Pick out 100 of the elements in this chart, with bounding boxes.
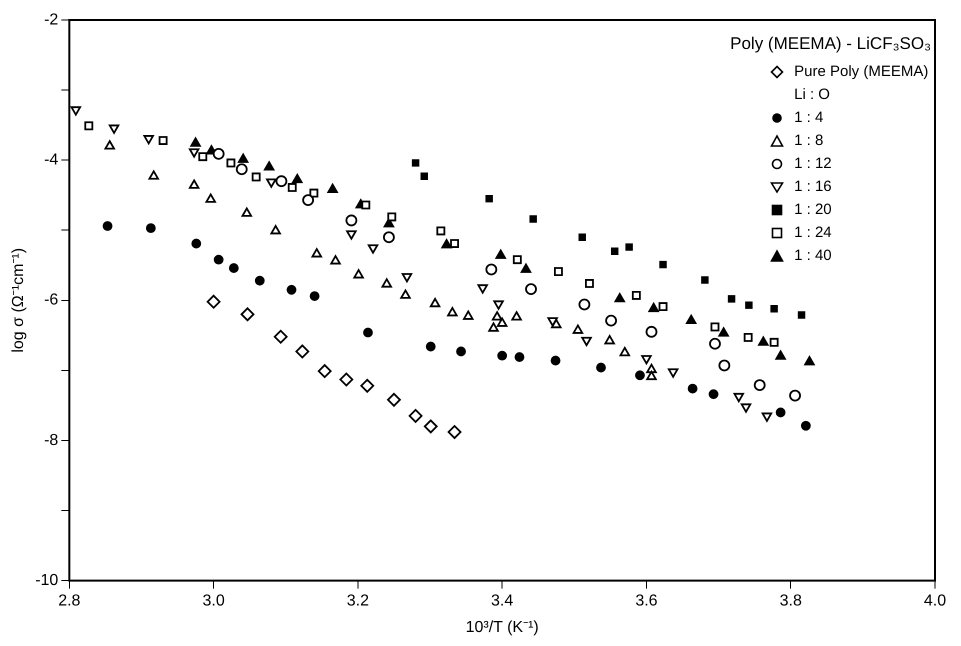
point: [604, 335, 615, 344]
point: [148, 170, 159, 180]
point: [520, 264, 532, 273]
legend-label: 1 : 20: [794, 201, 832, 218]
point: [238, 154, 248, 163]
point: [387, 392, 401, 407]
point: [339, 372, 354, 386]
point: [496, 318, 508, 327]
point: [798, 311, 806, 319]
point: [310, 291, 320, 301]
point: [578, 298, 590, 310]
point: [488, 322, 499, 332]
point: [412, 159, 420, 167]
point: [450, 239, 459, 248]
point: [295, 344, 310, 358]
point: [804, 356, 815, 366]
point: [84, 121, 94, 130]
point: [648, 302, 659, 312]
point: [400, 289, 411, 299]
point: [605, 314, 617, 327]
point: [330, 255, 341, 264]
point: [625, 243, 633, 251]
point: [240, 307, 254, 322]
point: [327, 184, 338, 193]
point: [775, 350, 786, 360]
legend-label: 1 : 12: [794, 155, 832, 172]
point: [448, 425, 462, 439]
point: [441, 239, 452, 248]
point: [646, 364, 657, 374]
y-tick-label: -8: [44, 432, 58, 449]
point: [198, 152, 208, 162]
point: [190, 137, 201, 147]
point: [288, 183, 297, 192]
x-tick-label: 3.2: [346, 592, 370, 610]
point: [740, 403, 752, 413]
point: [578, 234, 586, 241]
point: [345, 214, 358, 226]
point: [529, 215, 537, 223]
legend-title: Poly (MEEMA) - LiCF₃SO₃: [730, 34, 931, 54]
point: [485, 264, 498, 276]
legend-label: 1 : 16: [794, 178, 832, 195]
point: [514, 352, 524, 362]
point: [646, 326, 658, 338]
point: [708, 389, 718, 400]
legend-label: 1 : 24: [794, 224, 832, 241]
annotation: Li : O: [793, 85, 831, 105]
point: [789, 390, 801, 402]
point: [252, 172, 261, 182]
point: [242, 208, 252, 217]
point: [309, 188, 318, 198]
point: [104, 140, 115, 150]
point: [430, 298, 440, 308]
point: [485, 194, 493, 202]
point: [800, 420, 811, 431]
point: [688, 384, 698, 394]
point: [387, 212, 396, 222]
point: [550, 356, 560, 366]
x-tick-label: 3.6: [635, 592, 658, 610]
x-tick-label: 3.0: [202, 592, 225, 610]
point: [620, 346, 630, 356]
point: [728, 295, 736, 303]
point: [382, 278, 392, 288]
point: [286, 284, 296, 295]
point: [214, 254, 224, 265]
point: [456, 346, 466, 356]
point: [312, 248, 322, 258]
x-tick-label: 3.4: [491, 592, 514, 610]
point: [492, 311, 502, 321]
point: [447, 307, 458, 316]
x-tick-label: 3.8: [780, 592, 802, 610]
x-axis-title: 10³/T (K⁻¹): [466, 618, 539, 636]
point: [762, 412, 772, 422]
point: [383, 231, 395, 244]
point: [525, 283, 537, 295]
point: [718, 327, 729, 337]
y-tick-label: -6: [44, 292, 58, 309]
point: [770, 338, 779, 347]
legend-label: Pure Poly (MEEMA): [794, 63, 928, 80]
point: [146, 223, 156, 234]
point: [420, 172, 428, 180]
point: [744, 333, 753, 342]
point: [709, 338, 721, 350]
point: [776, 408, 786, 418]
point: [212, 148, 225, 160]
point: [632, 290, 641, 300]
point: [718, 360, 730, 372]
point: [710, 322, 720, 332]
point: [360, 378, 374, 393]
x-tick-label: 2.8: [58, 592, 81, 610]
point: [254, 276, 265, 286]
point: [734, 392, 744, 402]
point: [512, 255, 522, 264]
point: [754, 379, 766, 391]
point: [228, 263, 239, 273]
y-tick-label: -2: [44, 11, 58, 28]
y-axis-title: log σ (Ω⁻¹cm⁻¹): [10, 248, 28, 353]
point: [236, 163, 248, 176]
point: [554, 267, 563, 276]
point: [188, 179, 200, 189]
legend-label: 1 : 40: [794, 247, 832, 264]
